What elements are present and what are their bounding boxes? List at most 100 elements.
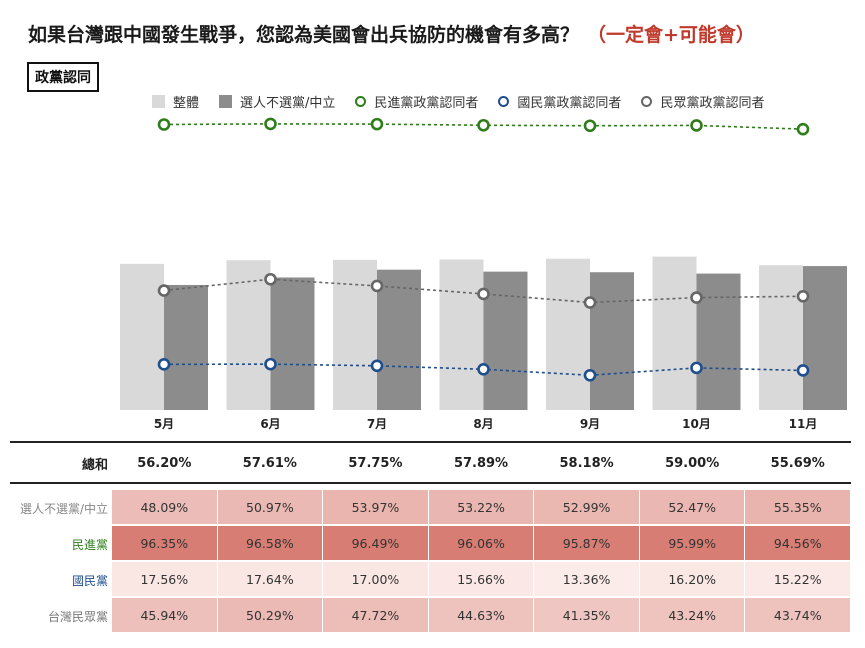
summary-cell: 57.89% [429,446,535,480]
table-cell: 17.64% [217,562,324,598]
point-kmt-4 [583,368,597,382]
legend-item-dpp: 民進黨政黨認同者 [355,92,478,111]
point-dpp-4 [583,119,597,133]
table-cell: 15.22% [745,562,852,598]
table-cell: 96.35% [112,526,218,562]
table-cell: 50.29% [217,598,324,634]
row-label: 國民黨 [71,573,108,588]
table-cell: 52.99% [534,490,640,526]
point-kmt-6 [796,364,810,377]
point-tpp-1 [264,272,277,286]
point-dpp-6 [796,122,810,136]
table-cell: 41.35% [534,598,640,634]
table-cell: 53.22% [428,490,535,526]
summary-label: 總和 [81,457,108,473]
table-cell: 17.00% [323,562,429,598]
table-cell: 96.06% [428,526,535,562]
bar-overall-5 [652,256,697,410]
chart-legend: 整體 選人不選黨/中立 民進黨政黨認同者 國民黨政黨認同者 民眾黨政黨認同者 [152,92,784,111]
legend-item-overall: 整體 [152,92,199,111]
x-tick-label-3: 8月 [473,417,493,431]
summary-cell: 57.61% [218,446,324,480]
bar-neutral-3 [483,271,528,410]
row-label: 選人不選黨/中立 [19,501,108,516]
bar-overall-4 [546,258,590,410]
summary-cell: 57.75% [323,446,429,480]
row-label: 台灣民眾黨 [47,609,108,624]
x-tick-label-0: 5月 [154,417,174,431]
chart-plot: 5月 6月 7月 8月 9月 10月 11月 [120,117,847,431]
table-row: 民進黨 96.35% 96.58% 96.49% 96.06% 95.87% 95.99% 9… [10,526,852,562]
title-text: 如果台灣跟中國發生戰爭，您認為美國會出兵協防的機會有多高？ [28,24,580,46]
bar-neutral-4 [590,272,634,410]
chart-title: 如果台灣跟中國發生戰爭，您認為美國會出兵協防的機會有多高？ （一定會+可能會） [28,20,755,47]
legend-item-kmt: 國民黨政黨認同者 [498,92,621,111]
summary-cell: 55.69% [745,446,852,480]
table-cell: 95.99% [639,526,746,562]
legend-item-neutral: 選人不選黨/中立 [219,92,335,111]
legend-swatch-neutral [219,95,233,108]
point-kmt-2 [370,359,384,373]
point-tpp-3 [477,287,490,301]
summary-row: 總和 56.20% 57.61% 57.75% 57.89% 58.18% 59.00% 5… [10,446,852,480]
x-tick-label-6: 11月 [789,417,818,431]
table-row: 國民黨 17.56% 17.64% 17.00% 15.66% 13.36% 16.20% 1… [10,562,852,598]
table-row: 台灣民眾黨 45.94% 50.29% 47.72% 44.63% 41.35% 43.24… [10,598,852,634]
table-cell: 50.97% [217,490,324,526]
point-dpp-3 [477,118,490,132]
point-kmt-3 [477,362,490,376]
table-cell: 47.72% [323,598,429,634]
point-dpp-2 [370,117,384,131]
legend-label-neutral: 選人不選黨/中立 [240,96,336,111]
point-tpp-6 [796,289,810,303]
table-cell: 43.74% [745,598,852,634]
table-row: 選人不選黨/中立 48.09% 50.97% 53.97% 53.22% 52.99% 52… [10,490,852,526]
point-dpp-1 [264,117,277,131]
table-cell: 55.35% [745,490,852,526]
legend-label-kmt: 國民黨政黨認同者 [517,96,622,111]
bar-overall-3 [439,259,484,410]
table-cell: 17.56% [112,562,218,598]
legend-swatch-overall [152,95,165,108]
point-tpp-0 [157,284,171,297]
summary-bottom-rule [10,482,851,484]
bar-overall-1 [226,260,271,410]
point-kmt-0 [157,358,171,371]
table-cell: 94.56% [745,526,852,562]
table-cell: 96.58% [217,526,324,562]
table-cell: 43.24% [639,598,746,634]
table-cell: 15.66% [428,562,535,598]
legend-marker-kmt [498,96,510,107]
summary-cell: 59.00% [640,446,746,480]
point-dpp-5 [690,119,703,132]
row-label: 民進黨 [71,537,108,552]
table-cell: 95.87% [534,526,640,562]
table-cell: 96.49% [323,526,429,562]
legend-item-tpp: 民眾黨政黨認同者 [641,92,764,111]
bar-neutral-6 [803,266,847,410]
table-cell: 48.09% [112,490,218,526]
point-tpp-2 [370,279,384,293]
legend-label-overall: 整體 [173,96,200,111]
legend-marker-tpp [641,96,653,107]
legend-label-tpp: 民眾黨政黨認同者 [660,96,765,111]
table-cell: 16.20% [639,562,746,598]
point-kmt-1 [264,357,277,371]
bar-overall-2 [333,259,377,410]
point-tpp-4 [583,296,597,309]
chart-subtitle: （一定會+可能會） [587,24,755,46]
summary-cell: 56.20% [112,446,218,480]
x-tick-label-2: 7月 [367,417,387,431]
point-kmt-5 [690,361,703,375]
bar-neutral-5 [696,273,741,410]
x-tick-label-1: 6月 [260,417,280,431]
x-tick-label-4: 9月 [580,417,600,431]
bar-neutral-0 [164,284,208,410]
table-cell: 13.36% [534,562,640,598]
legend-marker-dpp [355,96,367,107]
bar-neutral-2 [377,269,421,410]
point-tpp-5 [690,291,703,304]
table-cell: 52.47% [639,490,746,526]
table-cell: 53.97% [323,490,429,526]
point-dpp-0 [157,118,171,131]
